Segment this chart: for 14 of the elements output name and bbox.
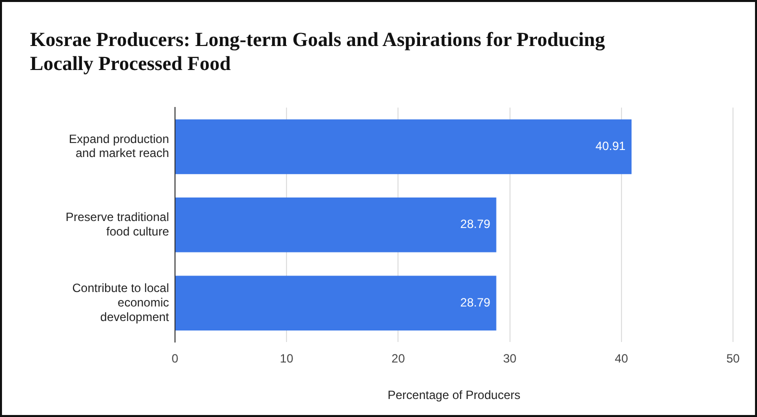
x-tick-label: 0 xyxy=(172,352,179,366)
x-tick-label: 20 xyxy=(392,352,406,366)
x-tick-label: 30 xyxy=(503,352,517,366)
x-tick-label: 50 xyxy=(726,352,740,366)
data-label: 40.91 xyxy=(596,139,626,154)
data-label: 28.79 xyxy=(460,295,491,310)
data-label: 28.79 xyxy=(460,217,491,232)
x-tick-label: 10 xyxy=(280,352,294,366)
chart-title: Kosrae Producers: Long-term Goals and Aspirations for Producing Locally Processed Food xyxy=(30,28,606,76)
y-tick-label: Preserve traditional food culture xyxy=(66,210,170,238)
x-tick-label: 40 xyxy=(614,352,628,366)
y-tick-label: Expand production and market reach xyxy=(68,132,169,160)
x-axis-title: Percentage of Producers xyxy=(388,388,520,402)
y-tick-label: Contribute to local economic development xyxy=(72,281,170,324)
